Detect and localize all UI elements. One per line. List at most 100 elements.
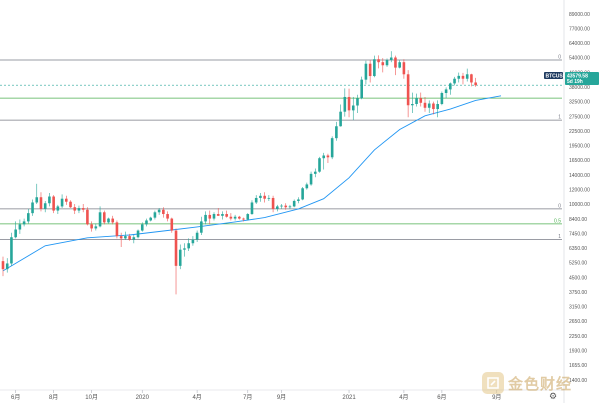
candle[interactable]: [52, 195, 55, 214]
candle[interactable]: [27, 208, 30, 224]
candle[interactable]: [259, 192, 262, 202]
candle[interactable]: [208, 210, 212, 225]
candle[interactable]: [381, 58, 385, 73]
candle[interactable]: [347, 88, 351, 118]
fib-retracement[interactable]: 0 1 0 0.5 1: [0, 54, 564, 240]
candle[interactable]: [136, 229, 140, 239]
candle[interactable]: [440, 91, 444, 106]
candle[interactable]: [423, 96, 427, 112]
candle[interactable]: [86, 207, 89, 226]
price-axis[interactable]: 89000.0077000.0064000.0054000.0046000.00…: [569, 12, 590, 384]
candle[interactable]: [436, 100, 439, 118]
candle[interactable]: [453, 76, 456, 86]
candle[interactable]: [229, 213, 233, 221]
candle[interactable]: [326, 153, 330, 163]
candle[interactable]: [145, 218, 148, 227]
candle[interactable]: [389, 51, 393, 63]
candle[interactable]: [43, 200, 47, 213]
candle[interactable]: [292, 199, 296, 208]
candle[interactable]: [271, 195, 275, 213]
candle[interactable]: [178, 244, 182, 270]
candle[interactable]: [1, 256, 5, 277]
candle[interactable]: [128, 233, 131, 241]
candle[interactable]: [461, 72, 465, 85]
candle[interactable]: [73, 204, 77, 215]
candle[interactable]: [368, 60, 372, 83]
candle[interactable]: [81, 204, 85, 213]
candle[interactable]: [102, 210, 106, 225]
candle[interactable]: [465, 68, 469, 82]
candle[interactable]: [18, 219, 22, 234]
candle[interactable]: [474, 77, 477, 87]
candle[interactable]: [419, 92, 423, 107]
candle[interactable]: [166, 211, 169, 222]
candle[interactable]: [107, 217, 110, 224]
candle[interactable]: [56, 204, 60, 215]
candle[interactable]: [14, 221, 17, 239]
candle[interactable]: [233, 214, 237, 221]
candle[interactable]: [432, 101, 435, 115]
candle[interactable]: [48, 192, 51, 207]
candle[interactable]: [415, 93, 418, 107]
candle[interactable]: [162, 207, 165, 218]
candle[interactable]: [140, 222, 144, 232]
candle[interactable]: [39, 192, 43, 212]
candle[interactable]: [284, 203, 288, 210]
candle[interactable]: [427, 100, 431, 114]
candle[interactable]: [406, 70, 410, 118]
candle[interactable]: [10, 232, 13, 266]
candle[interactable]: [31, 199, 34, 216]
candle[interactable]: [35, 183, 39, 205]
candle[interactable]: [216, 208, 220, 216]
candle[interactable]: [330, 136, 334, 160]
candle[interactable]: [263, 192, 266, 203]
candle[interactable]: [221, 211, 224, 220]
candle[interactable]: [77, 205, 81, 214]
candle[interactable]: [132, 234, 136, 244]
candle[interactable]: [204, 211, 207, 225]
candle[interactable]: [385, 58, 389, 67]
candle[interactable]: [60, 194, 64, 209]
candle[interactable]: [94, 223, 98, 231]
candle[interactable]: [187, 238, 190, 252]
candle[interactable]: [124, 231, 127, 240]
candle[interactable]: [250, 200, 254, 215]
candle[interactable]: [402, 59, 406, 79]
candle[interactable]: [288, 204, 292, 209]
candle[interactable]: [65, 195, 68, 205]
candle[interactable]: [318, 156, 321, 173]
candle[interactable]: [90, 221, 93, 232]
candle[interactable]: [301, 186, 304, 201]
candle[interactable]: [364, 60, 368, 85]
candle[interactable]: [313, 168, 317, 178]
candle[interactable]: [170, 217, 174, 233]
candle[interactable]: [356, 94, 359, 114]
candle[interactable]: [309, 171, 313, 186]
candle[interactable]: [297, 197, 300, 204]
candle[interactable]: [254, 195, 258, 205]
candle[interactable]: [238, 215, 241, 220]
candle[interactable]: [174, 228, 178, 295]
candle[interactable]: [69, 200, 72, 209]
candle[interactable]: [212, 212, 216, 221]
candle[interactable]: [343, 88, 347, 117]
candle[interactable]: [444, 87, 448, 99]
gear-icon[interactable]: ⚙: [549, 392, 558, 402]
candle[interactable]: [98, 206, 102, 228]
candle[interactable]: [351, 96, 355, 121]
candle[interactable]: [360, 76, 363, 100]
time-axis[interactable]: 6月 8月 10月 2020 4月 7月 9月 2021 4月 6月 9月: [11, 390, 501, 401]
candle[interactable]: [280, 204, 283, 209]
candle[interactable]: [157, 208, 161, 215]
candle[interactable]: [394, 55, 397, 76]
candle[interactable]: [470, 73, 473, 87]
candle[interactable]: [191, 236, 195, 246]
candle[interactable]: [305, 182, 309, 190]
candle[interactable]: [457, 72, 461, 83]
candle[interactable]: [411, 92, 414, 114]
candle[interactable]: [246, 213, 250, 221]
candle[interactable]: [373, 55, 376, 78]
candle[interactable]: [322, 152, 326, 170]
candle[interactable]: [225, 210, 228, 218]
candle[interactable]: [115, 220, 119, 239]
